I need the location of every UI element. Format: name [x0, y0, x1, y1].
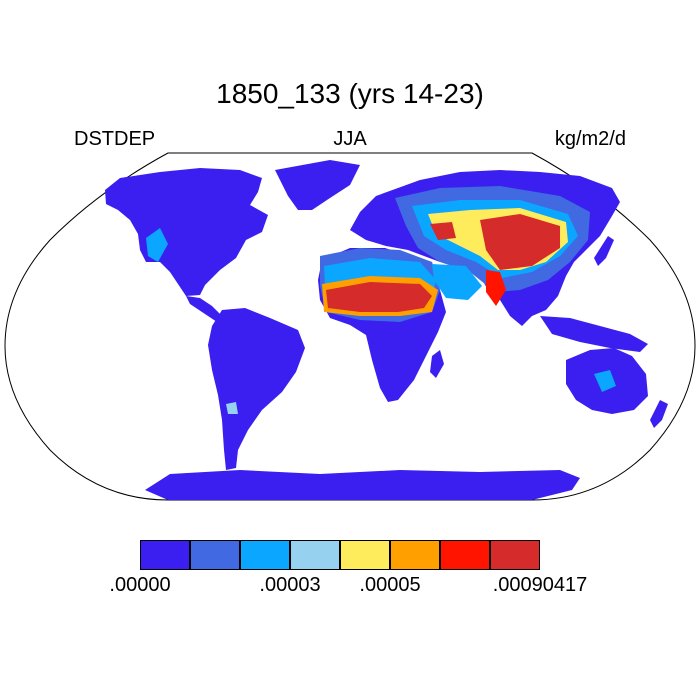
antarctica — [145, 470, 580, 500]
colorbar-box — [240, 540, 290, 570]
units-label: kg/m2/d — [554, 128, 626, 150]
deposition-field — [146, 186, 616, 414]
patagonia-dust — [226, 402, 238, 414]
colorbar-box — [290, 540, 340, 570]
colorbar-box — [390, 540, 440, 570]
north-america-dust — [146, 228, 168, 262]
caspian-peak — [430, 222, 456, 240]
colorbar-box — [190, 540, 240, 570]
new-zealand — [650, 400, 668, 428]
north-america — [105, 168, 268, 296]
madagascar — [430, 350, 444, 378]
variable-label: DSTDEP — [74, 128, 156, 150]
asia-dust-peak — [480, 214, 560, 270]
australia-dust — [594, 370, 616, 392]
colorbar-box — [490, 540, 540, 570]
colorbar-box — [440, 540, 490, 570]
southeast-asia-islands — [540, 316, 648, 352]
colorbar-box — [340, 540, 390, 570]
south-america — [208, 308, 305, 470]
arabia-dust — [432, 264, 482, 300]
colorbar-label: .00000 — [109, 574, 171, 596]
sahara-peak — [326, 282, 432, 312]
japan — [594, 236, 614, 266]
colorbar-box — [140, 540, 190, 570]
colorbar-label: .00090417 — [492, 574, 588, 596]
plot-title: 1850_133 (yrs 14-23) — [216, 78, 484, 109]
greenland — [275, 160, 360, 210]
season-label: JJA — [333, 128, 367, 150]
colorbar-label: .00005 — [359, 574, 421, 596]
colorbar-label: .00003 — [259, 574, 321, 596]
india-dust — [486, 270, 506, 306]
